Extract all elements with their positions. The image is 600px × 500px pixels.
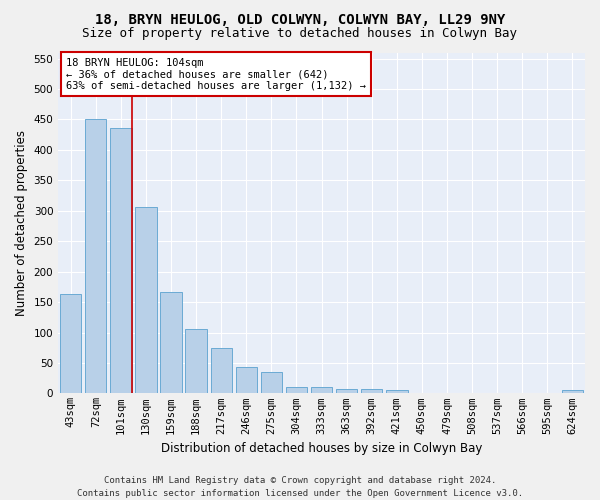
Text: Size of property relative to detached houses in Colwyn Bay: Size of property relative to detached ho… [83,28,517,40]
Bar [110,128,131,394]
Bar [236,367,257,394]
X-axis label: Distribution of detached houses by size in Colwyn Bay: Distribution of detached houses by size … [161,442,482,455]
Text: 18 BRYN HEULOG: 104sqm
← 36% of detached houses are smaller (642)
63% of semi-de: 18 BRYN HEULOG: 104sqm ← 36% of detached… [66,58,366,91]
Bar [160,292,182,394]
Bar [436,393,458,394]
Text: Contains HM Land Registry data © Crown copyright and database right 2024.
Contai: Contains HM Land Registry data © Crown c… [77,476,523,498]
Bar [185,329,207,394]
Bar [361,389,382,394]
Bar [336,388,358,394]
Bar [386,390,407,394]
Bar [286,388,307,394]
Bar [211,348,232,394]
Text: 18, BRYN HEULOG, OLD COLWYN, COLWYN BAY, LL29 9NY: 18, BRYN HEULOG, OLD COLWYN, COLWYN BAY,… [95,12,505,26]
Bar [136,207,157,394]
Bar [85,120,106,394]
Bar [562,390,583,394]
Bar [60,294,82,394]
Y-axis label: Number of detached properties: Number of detached properties [15,130,28,316]
Bar [311,388,332,394]
Bar [261,372,282,394]
Bar [487,393,508,394]
